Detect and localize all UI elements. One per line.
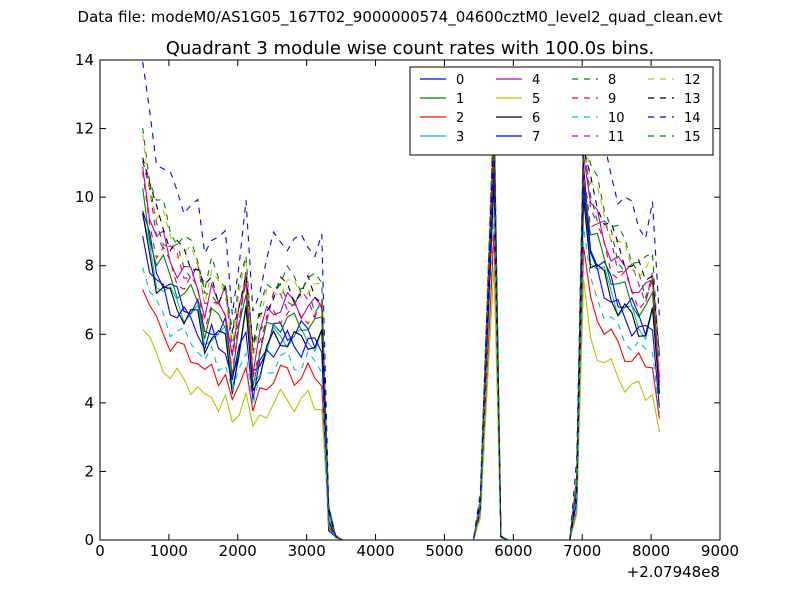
x-tick-label: 8000 — [632, 542, 670, 560]
legend-label: 10 — [608, 111, 625, 126]
y-tick-label: 0 — [84, 531, 94, 549]
axes-frame — [99, 59, 721, 541]
chart-title: Quadrant 3 module wise count rates with … — [166, 38, 655, 59]
legend-label: 15 — [684, 130, 701, 145]
y-tick-label: 12 — [75, 120, 94, 138]
y-tick-label: 4 — [84, 394, 94, 412]
legend-box — [409, 66, 714, 156]
x-tick-label: 7000 — [563, 542, 601, 560]
x-tick-label: 4000 — [356, 542, 394, 560]
y-tick-label: 14 — [75, 51, 94, 69]
legend-label: 7 — [532, 130, 540, 145]
figure-suptitle: Data file: modeM0/AS1G05_167T02_90000005… — [77, 8, 723, 26]
legend-label: 5 — [532, 92, 540, 107]
y-tick-label: 6 — [84, 325, 94, 343]
y-tick-label: 10 — [75, 188, 94, 206]
legend-label: 12 — [684, 73, 701, 88]
x-tick-label: 2000 — [219, 542, 257, 560]
y-tick-label: 2 — [84, 462, 94, 480]
legend-label: 14 — [684, 111, 701, 126]
legend-label: 8 — [608, 73, 616, 88]
x-tick-label: 3000 — [288, 542, 326, 560]
legend-label: 3 — [456, 130, 464, 145]
x-tick-label: 5000 — [425, 542, 463, 560]
axis-ticks: 0 1000 2000 3000 4000 5000 6000 7000 8000 9000 0 2 4… — [75, 51, 739, 560]
x-tick-label: 9000 — [701, 542, 739, 560]
legend-label: 1 — [456, 92, 464, 107]
y-tick-label: 8 — [84, 257, 94, 275]
legend-label: 13 — [684, 92, 701, 107]
legend-label: 4 — [532, 73, 540, 88]
legend-label: 9 — [608, 92, 616, 107]
legend-label: 11 — [608, 130, 625, 145]
x-offset-label: +2.07948e8 — [627, 563, 720, 581]
x-tick-label: 6000 — [494, 542, 532, 560]
x-tick-label: 0 — [95, 542, 105, 560]
legend-label: 2 — [456, 111, 464, 126]
x-tick-label: 1000 — [150, 542, 188, 560]
legend-label: 6 — [532, 111, 540, 126]
legend-label: 0 — [456, 73, 464, 88]
